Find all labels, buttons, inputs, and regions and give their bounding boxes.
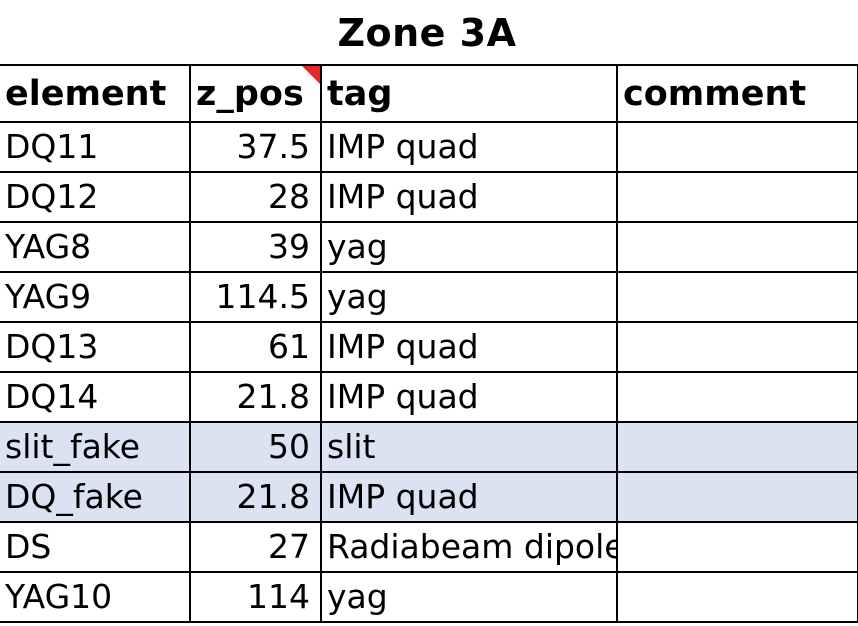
cell-tag[interactable]: IMP quad	[321, 372, 618, 423]
table-row: slit_fake 50 slit	[0, 422, 858, 473]
cell-tag[interactable]: yag	[321, 222, 618, 273]
cell-comment[interactable]	[617, 222, 858, 273]
cell-comment[interactable]	[617, 472, 858, 523]
cell-element[interactable]: DS	[0, 522, 191, 573]
table-body: DQ11 37.5 IMP quad DQ12 28 IMP quad YAG8 39 yag Y…	[0, 122, 858, 623]
header-tag[interactable]: tag	[321, 66, 618, 123]
cell-z-pos[interactable]: 114.5	[190, 272, 322, 323]
cell-comment[interactable]	[617, 422, 858, 473]
cell-tag[interactable]: IMP quad	[321, 172, 618, 223]
cell-z-pos[interactable]: 114	[190, 572, 322, 623]
cell-z-pos[interactable]: 27	[190, 522, 322, 573]
table-row: YAG10 114 yag	[0, 572, 858, 623]
cell-tag[interactable]: IMP quad	[321, 322, 618, 373]
cell-tag[interactable]: IMP quad	[321, 122, 618, 173]
data-table: element z_pos tag comment DQ11 37.5 IMP qu…	[0, 66, 858, 623]
cell-comment[interactable]	[617, 522, 858, 573]
cell-element[interactable]: DQ13	[0, 322, 191, 373]
cell-z-pos[interactable]: 61	[190, 322, 322, 373]
header-z-pos-label: z_pos	[196, 73, 304, 114]
table-row: YAG8 39 yag	[0, 222, 858, 273]
sheet-title: Zone 3A	[337, 11, 517, 55]
cell-z-pos[interactable]: 28	[190, 172, 322, 223]
cell-tag[interactable]: slit	[321, 422, 618, 473]
table-row: DQ12 28 IMP quad	[0, 172, 858, 223]
cell-comment[interactable]	[617, 322, 858, 373]
table-row: DQ11 37.5 IMP quad	[0, 122, 858, 173]
title-cell[interactable]: Zone 3A	[0, 0, 858, 66]
cell-element[interactable]: YAG8	[0, 222, 191, 273]
header-z-pos[interactable]: z_pos	[190, 66, 322, 123]
cell-tag[interactable]: yag	[321, 272, 618, 323]
cell-comment[interactable]	[617, 272, 858, 323]
cell-element[interactable]: DQ14	[0, 372, 191, 423]
table-row: DS 27 Radiabeam dipole	[0, 522, 858, 573]
cell-element[interactable]: YAG10	[0, 572, 191, 623]
cell-comment[interactable]	[617, 172, 858, 223]
comment-indicator-icon[interactable]	[302, 66, 319, 84]
cell-element[interactable]: DQ_fake	[0, 472, 191, 523]
cell-z-pos[interactable]: 37.5	[190, 122, 322, 173]
cell-comment[interactable]	[617, 122, 858, 173]
cell-comment[interactable]	[617, 372, 858, 423]
header-row: element z_pos tag comment	[0, 66, 858, 123]
cell-element[interactable]: slit_fake	[0, 422, 191, 473]
header-comment[interactable]: comment	[617, 66, 858, 123]
cell-element[interactable]: YAG9	[0, 272, 191, 323]
table-row: DQ14 21.8 IMP quad	[0, 372, 858, 423]
header-element[interactable]: element	[0, 66, 191, 123]
cell-z-pos[interactable]: 39	[190, 222, 322, 273]
cell-element[interactable]: DQ11	[0, 122, 191, 173]
cell-comment[interactable]	[617, 572, 858, 623]
table-row: DQ13 61 IMP quad	[0, 322, 858, 373]
cell-tag[interactable]: yag	[321, 572, 618, 623]
cell-tag[interactable]: IMP quad	[321, 472, 618, 523]
table-row: DQ_fake 21.8 IMP quad	[0, 472, 858, 523]
cell-tag[interactable]: Radiabeam dipole	[321, 522, 618, 573]
cell-element[interactable]: DQ12	[0, 172, 191, 223]
cell-z-pos[interactable]: 21.8	[190, 372, 322, 423]
cell-z-pos[interactable]: 21.8	[190, 472, 322, 523]
table-row: YAG9 114.5 yag	[0, 272, 858, 323]
cell-z-pos[interactable]: 50	[190, 422, 322, 473]
